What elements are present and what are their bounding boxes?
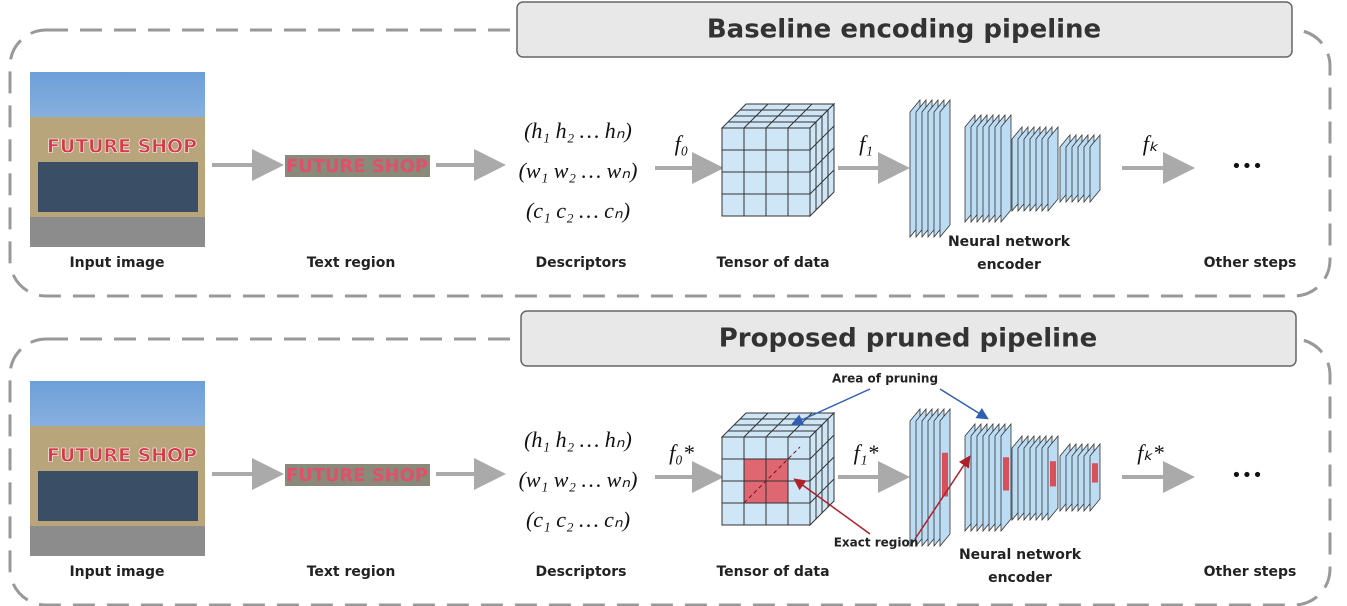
ellipsis: ••• — [1231, 156, 1263, 177]
text-region-text: FUTURE SHOP — [286, 156, 428, 177]
photo-windows — [38, 471, 198, 521]
descriptor: (h₁ h₂ … hₙ) — [524, 427, 632, 452]
diagram: Baseline encoding pipeline FUTURE SHOP FUT… — [0, 0, 1347, 606]
stage-label: Neural network encoder — [955, 544, 1085, 590]
encoder-layer — [1048, 127, 1058, 211]
descriptor: (c₁ c₂ … cₙ) — [526, 198, 630, 223]
encoder-layer — [940, 100, 950, 237]
stage-label: Tensor of data — [716, 255, 829, 271]
function-label: fₖ — [1143, 131, 1159, 156]
function-label: f₀ — [675, 131, 689, 156]
pruned-layer — [1003, 457, 1009, 490]
function-label: f₁* — [854, 440, 879, 465]
function-label: f₀* — [669, 440, 694, 465]
pipeline-frame — [10, 339, 1330, 605]
stage-label: Tensor of data — [716, 564, 829, 580]
sign-text: FUTURE SHOP — [47, 445, 197, 467]
stage-label: Descriptors — [535, 564, 626, 580]
function-label: f₁ — [859, 131, 873, 156]
pruned-layer — [1092, 463, 1098, 482]
pipeline-title: Proposed pruned pipeline — [719, 324, 1097, 354]
stage-label: Descriptors — [535, 255, 626, 271]
descriptor: (c₁ c₂ … cₙ) — [526, 507, 630, 532]
pipeline-title: Baseline encoding pipeline — [707, 15, 1101, 45]
encoder-layer — [1001, 115, 1011, 222]
tensor-cube — [722, 413, 834, 525]
sign-text: FUTURE SHOP — [47, 136, 197, 158]
stage-label: Text region — [307, 564, 396, 580]
stage-label: Text region — [307, 255, 396, 271]
descriptor: (w₁ w₂ … wₙ) — [519, 158, 638, 183]
annotation: Exact region — [834, 536, 919, 550]
photo-ground — [30, 217, 205, 247]
photo-ground — [30, 526, 205, 556]
text-region-text: FUTURE SHOP — [286, 465, 428, 486]
descriptor: (w₁ w₂ … wₙ) — [519, 467, 638, 492]
descriptor: (h₁ h₂ … hₙ) — [524, 118, 632, 143]
pruned-layer — [1050, 461, 1056, 486]
tensor-cube — [722, 104, 834, 216]
stage-label: Input image — [69, 564, 164, 580]
pipeline-frame — [10, 30, 1330, 296]
function-label: fₖ* — [1137, 440, 1163, 465]
stage-label: Other steps — [1204, 255, 1297, 271]
encoder-layer — [1090, 135, 1100, 202]
stage-label: Other steps — [1204, 564, 1297, 580]
stage-label: Neural network encoder — [944, 231, 1074, 277]
stage-label: Input image — [69, 255, 164, 271]
canvas: Baseline encoding pipeline FUTURE SHOP FUT… — [0, 0, 1347, 606]
ellipsis: ••• — [1231, 465, 1263, 486]
annotation: Area of pruning — [832, 372, 938, 386]
photo-windows — [38, 162, 198, 212]
